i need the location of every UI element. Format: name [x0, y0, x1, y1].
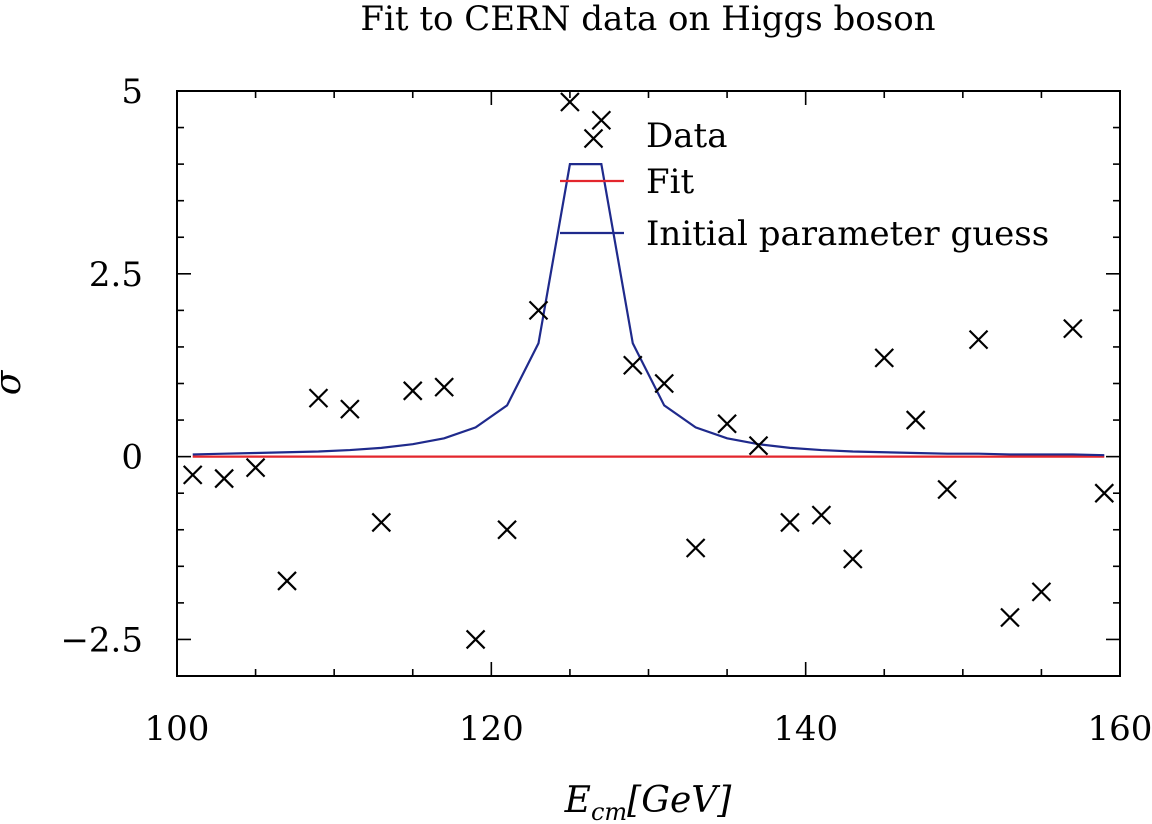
data-point	[434, 377, 454, 397]
data-point	[528, 300, 549, 321]
data-point	[583, 128, 604, 149]
tick-labels-layer: 100 120 140 160 −2.5 0 2.5 5	[60, 72, 1152, 749]
chart-title: Fit to CERN data on Higgs boson	[360, 0, 935, 39]
data-point	[1000, 607, 1020, 628]
x-axis-label-main: E	[564, 780, 591, 821]
data-point	[874, 348, 895, 368]
legend-entry: Data	[646, 116, 727, 156]
y-tick-label: −2.5	[60, 620, 143, 660]
ticks-layer	[176, 90, 1121, 677]
data-point	[465, 629, 486, 650]
data-point	[623, 355, 643, 375]
data-point	[214, 468, 234, 489]
data-point	[780, 512, 800, 533]
x-tick-label: 140	[773, 709, 838, 749]
data-point	[371, 512, 392, 533]
data-point	[277, 571, 297, 591]
data-point	[308, 388, 329, 408]
data-point	[843, 549, 863, 569]
legend-label: Fit	[646, 162, 694, 202]
data-point	[245, 457, 266, 478]
y-tick-label: 0	[121, 438, 143, 478]
y-tick-label: 2.5	[89, 255, 143, 295]
x-tick-label: 100	[145, 709, 210, 749]
data-point	[591, 110, 612, 131]
y-axis-label: σ	[0, 369, 29, 395]
x-axis-label-sub: cm	[591, 798, 627, 824]
data-point	[560, 92, 580, 112]
data-point	[182, 465, 203, 485]
data-point	[685, 538, 706, 558]
y-tick-label: 5	[121, 72, 143, 112]
x-tick-label: 120	[459, 709, 524, 749]
data-point	[717, 413, 737, 434]
data-point	[497, 519, 517, 540]
data-point	[968, 329, 989, 350]
data-point	[654, 373, 674, 394]
series-layer	[182, 92, 1115, 650]
data-point	[1094, 483, 1115, 503]
data-point	[937, 479, 957, 500]
data-point	[402, 381, 423, 401]
legend-label: Data	[646, 116, 727, 156]
x-tick-label: 160	[1088, 709, 1152, 749]
data-point	[1063, 318, 1083, 339]
series-line-2	[192, 163, 1105, 457]
x-axis-label-rest: [GeV]	[627, 780, 732, 821]
data-point	[748, 435, 769, 456]
data-point	[340, 399, 360, 419]
legend-entry: Fit	[560, 162, 694, 202]
data-point	[905, 410, 926, 430]
legend-entry: Initial parameter guess	[560, 214, 1049, 254]
legend-label: Initial parameter guess	[646, 214, 1049, 254]
x-axis-label: Ecm[GeV]	[564, 780, 733, 824]
data-point	[1031, 582, 1052, 602]
legend: Data Fit Initial parameter guess	[560, 116, 1049, 254]
data-point	[811, 505, 832, 525]
